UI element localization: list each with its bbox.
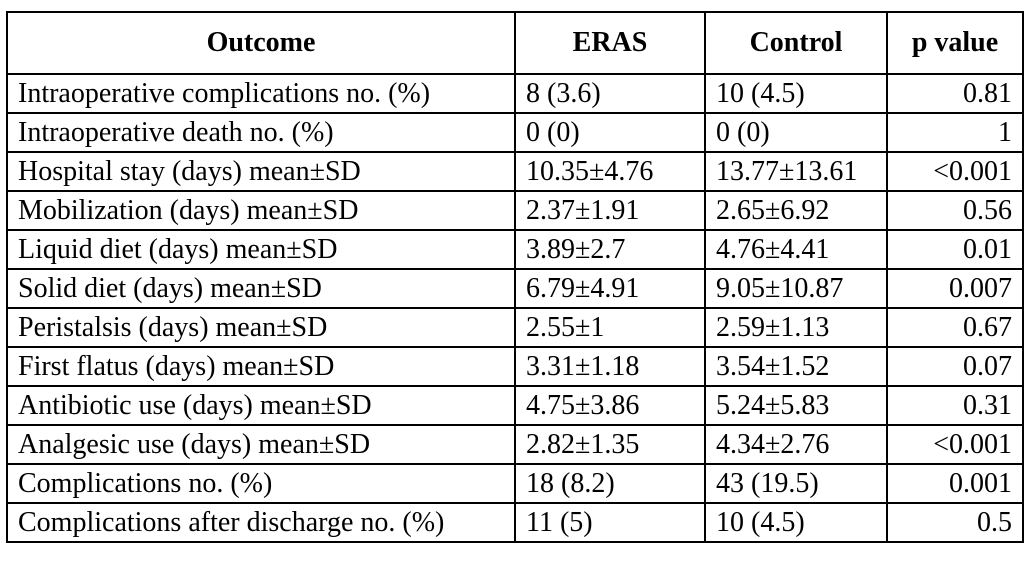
table-row: Antibiotic use (days) mean±SD 4.75±3.86 … — [6, 385, 1024, 426]
cell-control: 10 (4.5) — [704, 502, 888, 543]
cell-eras: 10.35±4.76 — [514, 151, 706, 192]
cell-p-value: 0.5 — [886, 502, 1024, 543]
cell-control: 3.54±1.52 — [704, 346, 888, 387]
cell-control: 9.05±10.87 — [704, 268, 888, 309]
header-control: Control — [704, 11, 888, 75]
table-row: Complications no. (%) 18 (8.2) 43 (19.5)… — [6, 463, 1024, 504]
cell-outcome: Complications after discharge no. (%) — [6, 502, 516, 543]
table-row: Analgesic use (days) mean±SD 2.82±1.35 4… — [6, 424, 1024, 465]
cell-control: 4.76±4.41 — [704, 229, 888, 270]
header-p-value: p value — [886, 11, 1024, 75]
table-row: Mobilization (days) mean±SD 2.37±1.91 2.… — [6, 190, 1024, 231]
table-row: Solid diet (days) mean±SD 6.79±4.91 9.05… — [6, 268, 1024, 309]
cell-outcome: Liquid diet (days) mean±SD — [6, 229, 516, 270]
cell-control: 0 (0) — [704, 112, 888, 153]
cell-outcome: Complications no. (%) — [6, 463, 516, 504]
cell-p-value: 0.007 — [886, 268, 1024, 309]
cell-p-value: <0.001 — [886, 151, 1024, 192]
cell-control: 13.77±13.61 — [704, 151, 888, 192]
cell-p-value: 0.001 — [886, 463, 1024, 504]
table-row: Complications after discharge no. (%) 11… — [6, 502, 1024, 543]
cell-eras: 4.75±3.86 — [514, 385, 706, 426]
cell-p-value: 1 — [886, 112, 1024, 153]
header-eras: ERAS — [514, 11, 706, 75]
table-row: Intraoperative complications no. (%) 8 (… — [6, 73, 1024, 114]
cell-outcome: Peristalsis (days) mean±SD — [6, 307, 516, 348]
cell-p-value: 0.67 — [886, 307, 1024, 348]
cell-outcome: Mobilization (days) mean±SD — [6, 190, 516, 231]
cell-eras: 2.82±1.35 — [514, 424, 706, 465]
cell-control: 43 (19.5) — [704, 463, 888, 504]
cell-p-value: 0.01 — [886, 229, 1024, 270]
cell-outcome: Antibiotic use (days) mean±SD — [6, 385, 516, 426]
cell-eras: 6.79±4.91 — [514, 268, 706, 309]
cell-p-value: 0.81 — [886, 73, 1024, 114]
cell-eras: 11 (5) — [514, 502, 706, 543]
cell-eras: 18 (8.2) — [514, 463, 706, 504]
cell-eras: 8 (3.6) — [514, 73, 706, 114]
table-row: Liquid diet (days) mean±SD 3.89±2.7 4.76… — [6, 229, 1024, 270]
table-row: Hospital stay (days) mean±SD 10.35±4.76 … — [6, 151, 1024, 192]
cell-control: 10 (4.5) — [704, 73, 888, 114]
cell-control: 5.24±5.83 — [704, 385, 888, 426]
cell-outcome: Intraoperative complications no. (%) — [6, 73, 516, 114]
cell-outcome: Analgesic use (days) mean±SD — [6, 424, 516, 465]
outcomes-table-container: Outcome ERAS Control p value Intraoperat… — [6, 11, 1024, 543]
header-outcome: Outcome — [6, 11, 516, 75]
cell-outcome: Hospital stay (days) mean±SD — [6, 151, 516, 192]
cell-eras: 3.89±2.7 — [514, 229, 706, 270]
cell-p-value: 0.07 — [886, 346, 1024, 387]
table-row: First flatus (days) mean±SD 3.31±1.18 3.… — [6, 346, 1024, 387]
cell-p-value: 0.56 — [886, 190, 1024, 231]
cell-eras: 2.55±1 — [514, 307, 706, 348]
cell-p-value: 0.31 — [886, 385, 1024, 426]
cell-control: 4.34±2.76 — [704, 424, 888, 465]
cell-control: 2.65±6.92 — [704, 190, 888, 231]
cell-outcome: Solid diet (days) mean±SD — [6, 268, 516, 309]
table-row: Peristalsis (days) mean±SD 2.55±1 2.59±1… — [6, 307, 1024, 348]
outcomes-table: Outcome ERAS Control p value Intraoperat… — [6, 11, 1024, 543]
table-row: Intraoperative death no. (%) 0 (0) 0 (0)… — [6, 112, 1024, 153]
cell-eras: 0 (0) — [514, 112, 706, 153]
header-row: Outcome ERAS Control p value — [6, 11, 1024, 75]
cell-control: 2.59±1.13 — [704, 307, 888, 348]
cell-p-value: <0.001 — [886, 424, 1024, 465]
cell-eras: 2.37±1.91 — [514, 190, 706, 231]
cell-outcome: Intraoperative death no. (%) — [6, 112, 516, 153]
cell-eras: 3.31±1.18 — [514, 346, 706, 387]
cell-outcome: First flatus (days) mean±SD — [6, 346, 516, 387]
